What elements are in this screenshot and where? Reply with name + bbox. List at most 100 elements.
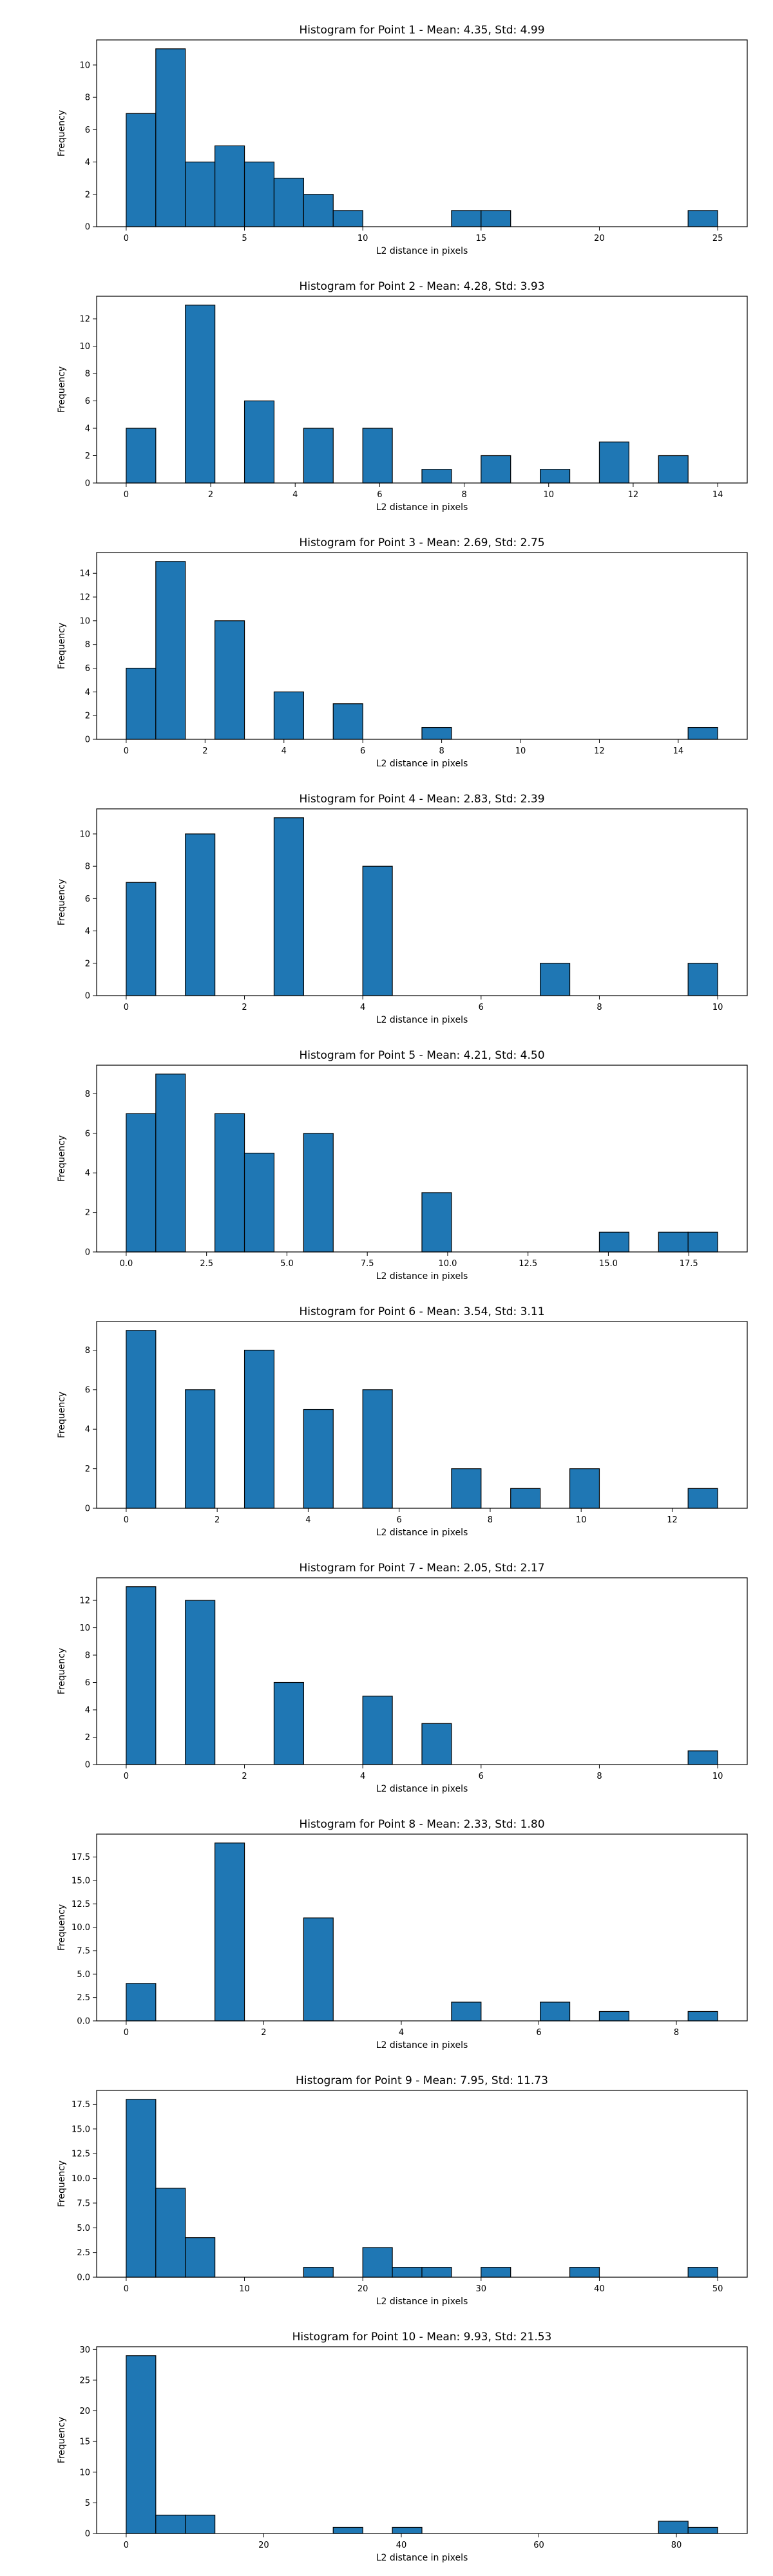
histogram-bar	[451, 1468, 482, 1509]
histogram-bar	[569, 2267, 600, 2278]
histogram-bar	[421, 1723, 452, 1765]
chart-title: Histogram for Point 5 - Mean: 4.21, Std:…	[299, 1049, 544, 1062]
axes-frame	[96, 1065, 748, 1253]
histogram-bar	[658, 1231, 689, 1253]
histogram-bar	[598, 2011, 629, 2022]
y-tick-label: 30	[79, 2345, 90, 2355]
histogram-bar	[303, 1408, 334, 1509]
y-tick-label: 12.5	[72, 2150, 90, 2159]
histogram-bar	[243, 400, 275, 484]
y-tick-label: 17.5	[72, 2100, 90, 2110]
histogram-bar	[421, 2267, 452, 2278]
histogram-bar	[185, 1389, 216, 1509]
histogram-bar	[362, 866, 393, 996]
x-tick-label: 6	[397, 1515, 402, 1525]
x-tick-label: 6	[479, 1772, 484, 1781]
y-tick-label: 10	[79, 616, 90, 626]
chart-title: Histogram for Point 9 - Mean: 7.95, Std:…	[296, 2074, 548, 2087]
y-tick-label: 10.0	[72, 1923, 90, 1933]
histogram-bar	[451, 2002, 482, 2022]
x-tick-label: 30	[476, 2284, 487, 2294]
x-tick-label: 2	[261, 2028, 266, 2038]
histogram-panel-5: Histogram for Point 5 - Mean: 4.21, Std:…	[57, 1049, 748, 1282]
y-tick-label: 2	[85, 451, 90, 461]
y-tick-label: 0.0	[77, 2273, 90, 2283]
x-tick-label: 7.5	[361, 1259, 374, 1269]
histogram-bar	[687, 2526, 718, 2534]
histogram-bar	[273, 1681, 304, 1765]
y-tick-label: 6	[85, 397, 90, 406]
histogram-bar	[421, 726, 452, 740]
y-axis-label: Frequency	[57, 2417, 67, 2463]
y-axis-label: Frequency	[57, 623, 67, 669]
x-tick-label: 14	[673, 746, 684, 756]
histogram-bar	[481, 2267, 511, 2278]
histogram-bar	[303, 428, 334, 484]
y-tick-label: 15.0	[72, 2125, 90, 2134]
chart-title: Histogram for Point 3 - Mean: 2.69, Std:…	[299, 536, 544, 549]
histogram-bar	[126, 1113, 157, 1253]
y-axis-label: Frequency	[57, 879, 67, 925]
x-tick-label: 0	[124, 1003, 129, 1012]
x-tick-label: 15	[476, 234, 487, 243]
bars-group	[126, 1586, 718, 1765]
histogram-panel-3: Histogram for Point 3 - Mean: 2.69, Std:…	[57, 536, 748, 769]
chart-title: Histogram for Point 8 - Mean: 2.33, Std:…	[299, 1818, 544, 1831]
y-tick-label: 8	[85, 862, 90, 872]
x-tick-label: 2.5	[200, 1259, 213, 1269]
x-tick-label: 4	[305, 1515, 310, 1525]
histogram-bar	[362, 428, 393, 484]
y-tick-label: 0	[85, 2530, 90, 2539]
histogram-panel-7: Histogram for Point 7 - Mean: 2.05, Std:…	[57, 1562, 748, 1794]
x-tick-label: 12.5	[519, 1259, 537, 1269]
y-axis-label: Frequency	[57, 1135, 67, 1182]
bars-group	[126, 48, 718, 227]
x-tick-label: 6	[536, 2028, 541, 2038]
axes-frame	[96, 552, 748, 740]
y-tick-label: 6	[85, 1129, 90, 1139]
histogram-panel-6: Histogram for Point 6 - Mean: 3.54, Std:…	[57, 1305, 748, 1538]
histogram-bar	[687, 726, 718, 740]
y-tick-label: 12.5	[72, 1900, 90, 1909]
y-axis-label: Frequency	[57, 366, 67, 413]
histogram-bar	[421, 469, 452, 484]
y-tick-label: 6	[85, 126, 90, 135]
histogram-bar	[126, 1586, 157, 1765]
y-tick-label: 10	[79, 1624, 90, 1633]
x-tick-label: 2	[208, 490, 213, 500]
y-tick-label: 8	[85, 93, 90, 103]
histogram-bar	[451, 210, 482, 227]
histogram-bar	[243, 1349, 275, 1509]
histogram-bar	[658, 455, 689, 484]
y-tick-label: 8	[85, 370, 90, 379]
x-axis-label: L2 distance in pixels	[376, 2553, 468, 2563]
histogram-bar	[332, 2526, 363, 2534]
x-tick-label: 15.0	[599, 1259, 618, 1269]
histogram-bar	[332, 703, 363, 740]
histogram-bar	[598, 1231, 629, 1253]
x-tick-label: 8	[461, 490, 466, 500]
histogram-bar	[392, 2267, 423, 2278]
histogram-bar	[569, 1468, 600, 1509]
y-tick-label: 7.5	[77, 1946, 90, 1956]
histogram-bar	[303, 2267, 334, 2278]
histogram-bar	[687, 2267, 718, 2278]
histogram-panel-1: Histogram for Point 1 - Mean: 4.35, Std:…	[57, 24, 748, 256]
y-tick-label: 2	[85, 959, 90, 969]
y-tick-label: 0	[85, 479, 90, 489]
histogram-bar	[185, 2514, 216, 2534]
x-axis-label: L2 distance in pixels	[376, 759, 468, 769]
y-tick-label: 4	[85, 158, 90, 167]
x-tick-label: 2	[242, 1003, 247, 1012]
x-tick-label: 80	[671, 2541, 682, 2550]
y-tick-label: 4	[85, 1706, 90, 1716]
x-tick-label: 17.5	[680, 1259, 698, 1269]
histogram-bar	[155, 1074, 186, 1253]
x-tick-label: 5.0	[280, 1259, 294, 1269]
y-tick-label: 4	[85, 688, 90, 697]
x-tick-label: 8	[439, 746, 444, 756]
x-tick-label: 6	[377, 490, 382, 500]
x-tick-label: 8	[488, 1515, 493, 1525]
y-tick-label: 6	[85, 1678, 90, 1688]
